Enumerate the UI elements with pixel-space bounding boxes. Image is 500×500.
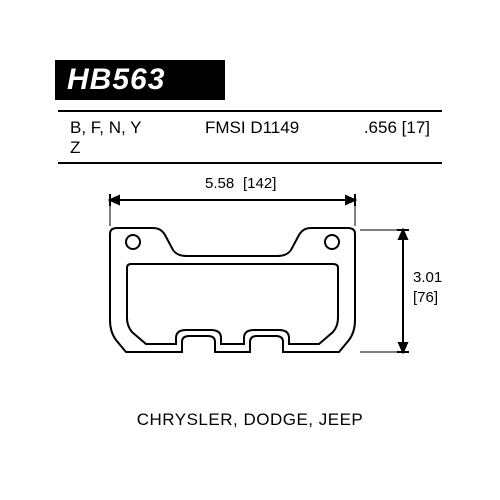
- height-mm-label: [76]: [413, 289, 438, 306]
- brake-pad-diagram: 5.58 [142] 3.01 [76]: [55, 172, 445, 402]
- part-number: HB563: [67, 63, 165, 97]
- codes-line2: Z: [70, 138, 142, 158]
- divider-bottom: [58, 162, 442, 164]
- compound-codes: B, F, N, Y Z: [70, 118, 142, 159]
- thickness: .656 [17]: [364, 118, 430, 138]
- codes-line1: B, F, N, Y: [70, 118, 142, 138]
- thickness-in: .656: [364, 118, 397, 137]
- width-mm-label: [142]: [243, 175, 276, 192]
- width-in-label: 5.58: [205, 175, 234, 192]
- vehicle-brands: CHRYSLER, DODGE, JEEP: [0, 410, 500, 430]
- spec-row: B, F, N, Y Z FMSI D1149 .656 [17]: [60, 112, 440, 162]
- diagram-svg: 5.58 [142] 3.01 [76]: [55, 172, 445, 402]
- thickness-mm: [17]: [402, 118, 430, 137]
- height-in-label: 3.01: [413, 269, 442, 286]
- fmsi-code: FMSI D1149: [205, 118, 299, 138]
- part-number-title: HB563: [55, 60, 225, 100]
- spec-sheet: HB563 B, F, N, Y Z FMSI D1149 .656 [17]: [0, 0, 500, 500]
